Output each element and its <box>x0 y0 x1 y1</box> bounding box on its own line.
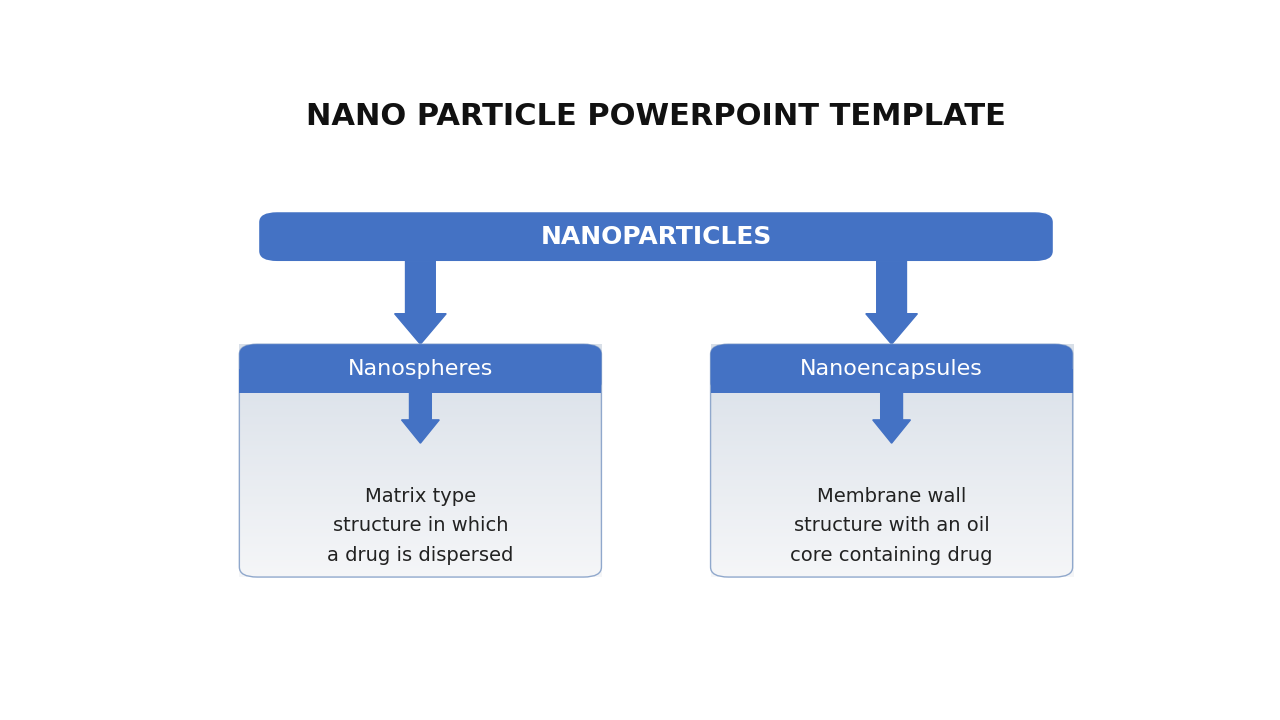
Text: Matrix type
structure in which
a drug is dispersed: Matrix type structure in which a drug is… <box>328 487 513 564</box>
Text: Nanospheres: Nanospheres <box>348 359 493 379</box>
Polygon shape <box>402 393 439 443</box>
FancyBboxPatch shape <box>239 344 602 393</box>
Polygon shape <box>394 261 447 344</box>
Polygon shape <box>865 261 918 344</box>
Bar <box>239 369 602 393</box>
FancyBboxPatch shape <box>259 212 1053 261</box>
FancyBboxPatch shape <box>710 344 1073 393</box>
Text: NANO PARTICLE POWERPOINT TEMPLATE: NANO PARTICLE POWERPOINT TEMPLATE <box>306 102 1006 131</box>
Text: Nanoencapsules: Nanoencapsules <box>800 359 983 379</box>
Text: NANOPARTICLES: NANOPARTICLES <box>540 225 772 248</box>
Polygon shape <box>873 393 910 443</box>
Bar <box>710 369 1073 393</box>
Text: Membrane wall
structure with an oil
core containing drug: Membrane wall structure with an oil core… <box>790 487 993 564</box>
